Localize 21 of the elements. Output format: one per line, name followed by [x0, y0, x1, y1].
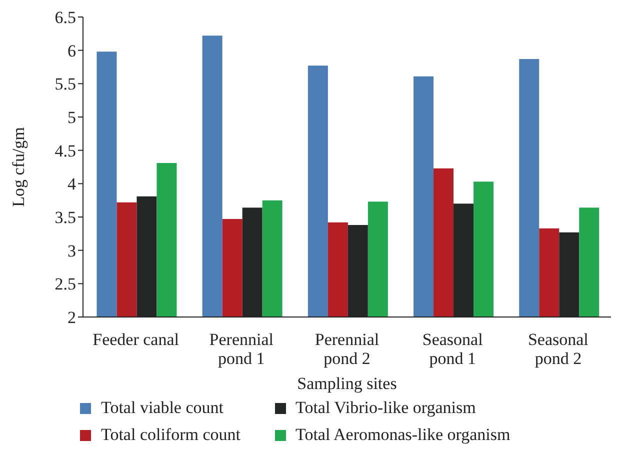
y-tick-label: 5	[68, 108, 76, 128]
legend-label: Total Aeromonas-like organism	[296, 425, 510, 445]
y-tick-label: 2	[68, 308, 76, 328]
y-tick-label: 5.5	[54, 74, 76, 94]
y-tick-label: 4.5	[54, 141, 76, 160]
x-tick-label: Perennial pond 1	[209, 330, 274, 368]
y-tick-label: 6	[68, 41, 76, 60]
legend-label: Total Vibrio-like organism	[296, 398, 476, 418]
x-tick-label: Feeder canal	[92, 330, 180, 349]
y-axis-title: Log cfu/gm	[9, 127, 28, 207]
x-axis-title: Sampling sites	[297, 374, 397, 393]
x-tick-label: Perennial pond 2	[314, 330, 380, 368]
x-tick-label: Seasonal pond 1	[422, 330, 484, 368]
x-tick-label: Seasonal pond 2	[528, 330, 589, 368]
y-tick-label: 3	[68, 241, 76, 260]
y-tick-label: 4	[68, 174, 76, 194]
legend-label: Total coliform count	[101, 425, 240, 445]
y-tick-label: 3.5	[54, 208, 76, 228]
y-tick-label: 2.5	[54, 274, 76, 294]
y-tick-label: 6.5	[54, 8, 76, 28]
legend-label: Total viable count	[101, 398, 224, 418]
